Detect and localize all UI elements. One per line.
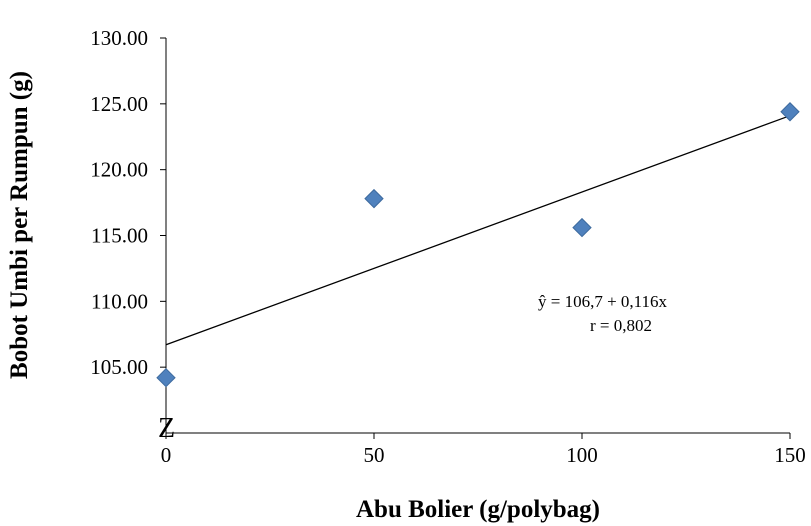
trendline-group (165, 115, 791, 346)
axes (165, 38, 790, 434)
y-tick-label: 125.00 (90, 92, 148, 116)
x-tick-label: 100 (566, 443, 598, 467)
axis-break-mark: Z (158, 413, 175, 444)
y-tick-label: 120.00 (90, 158, 148, 182)
x-ticks: 0 50 100 150 (161, 433, 806, 467)
x-tick-label: 0 (161, 443, 172, 467)
data-point (364, 188, 384, 209)
y-ticks: 105.00 110.00 115.00 120.00 125.00 130.00 (90, 26, 166, 379)
x-axis-title: Abu Bolier (g/polybag) (356, 496, 600, 523)
data-points (156, 102, 800, 388)
y-tick-label: 115.00 (91, 224, 148, 248)
x-tick-label: 50 (364, 443, 385, 467)
y-axis-title: Bobot Umbi per Rumpun (g) (6, 71, 33, 379)
data-point (572, 217, 592, 238)
trendline (165, 115, 791, 346)
data-point (780, 102, 800, 122)
r-label: r = 0,802 (590, 316, 652, 335)
equation-label: ŷ = 106,7 + 0,116x (538, 292, 668, 311)
x-tick-label: 150 (774, 443, 806, 467)
y-tick-label: 130.00 (90, 26, 148, 50)
y-tick-label: 110.00 (91, 289, 148, 313)
data-point (156, 367, 176, 388)
y-tick-label: 105.00 (90, 355, 148, 379)
